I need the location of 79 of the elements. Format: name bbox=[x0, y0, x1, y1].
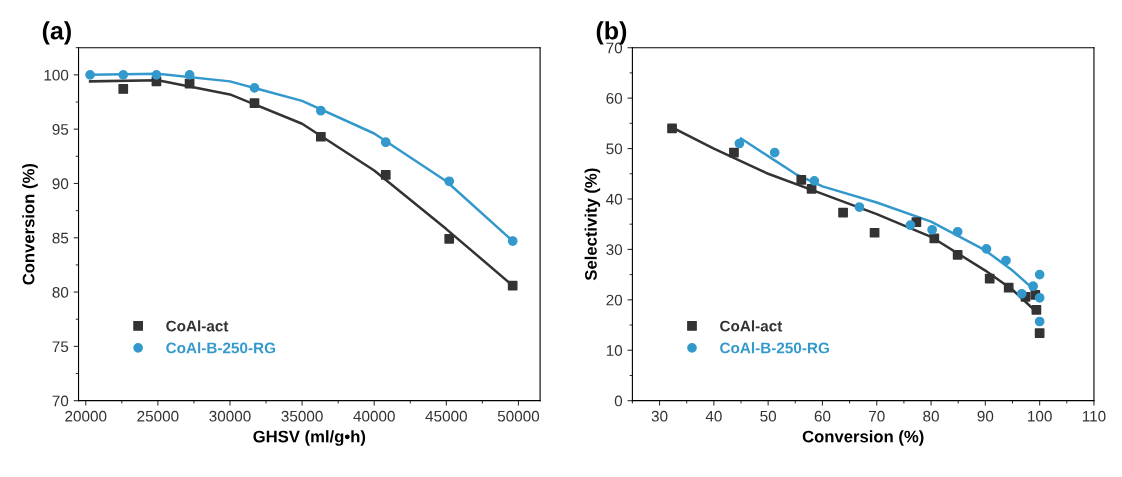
point bbox=[729, 147, 739, 158]
y-tick-label: 40 bbox=[606, 193, 623, 205]
point bbox=[667, 123, 677, 134]
point bbox=[809, 175, 820, 186]
point bbox=[1031, 305, 1042, 315]
x-axis-title: GHSV (ml/g•h) bbox=[253, 430, 366, 446]
x-tick-label: 110 bbox=[1082, 410, 1106, 422]
y-tick-label: 50 bbox=[606, 143, 623, 155]
y-tick-label: 85 bbox=[52, 232, 69, 244]
y-axis-title: Selectivity (%) bbox=[584, 168, 601, 281]
point bbox=[444, 176, 455, 187]
point bbox=[927, 224, 937, 235]
y-tick-label: 30 bbox=[606, 244, 623, 256]
x-tick-label: 50 bbox=[760, 410, 777, 422]
point bbox=[118, 69, 129, 80]
point bbox=[1028, 281, 1038, 292]
y-tick-label: 95 bbox=[52, 124, 69, 135]
chart-title: (a) bbox=[42, 21, 71, 45]
x-tick-label: 40000 bbox=[353, 410, 395, 422]
y-tick-label: 70 bbox=[52, 395, 69, 407]
x-tick-label: 30000 bbox=[209, 410, 251, 422]
x-tick-label: 100 bbox=[1028, 410, 1052, 422]
y-tick-label: 10 bbox=[606, 345, 623, 356]
point bbox=[984, 273, 995, 284]
point bbox=[869, 227, 880, 238]
x-tick-label: 35000 bbox=[281, 410, 323, 422]
point bbox=[981, 244, 992, 254]
legend-label: CoAl-B-250-RG bbox=[166, 342, 276, 354]
point bbox=[905, 220, 916, 231]
x-tick-label: 30 bbox=[651, 410, 668, 422]
legend-label: CoAl-act bbox=[720, 320, 783, 332]
x-tick-label: 40 bbox=[705, 410, 722, 422]
x-tick-label: 20000 bbox=[65, 410, 107, 422]
x-tick-label: 50000 bbox=[497, 410, 540, 422]
point bbox=[507, 280, 518, 291]
point bbox=[796, 174, 807, 185]
point bbox=[734, 138, 745, 149]
y-tick-label: 60 bbox=[606, 92, 623, 104]
point bbox=[380, 169, 391, 180]
point bbox=[769, 147, 780, 158]
point bbox=[184, 69, 195, 80]
x-axis-title: Conversion (%) bbox=[802, 430, 924, 446]
y-tick-label: 0 bbox=[614, 395, 623, 407]
point bbox=[854, 202, 865, 212]
point bbox=[1034, 316, 1045, 327]
x-tick-label: 80 bbox=[923, 410, 939, 422]
y-tick-label: 75 bbox=[52, 341, 69, 353]
point bbox=[380, 137, 391, 148]
legend-label: CoAl-B-250-RG bbox=[720, 342, 829, 354]
point bbox=[315, 105, 326, 116]
point bbox=[1034, 269, 1045, 280]
point bbox=[838, 207, 848, 218]
y-tick-label: 100 bbox=[44, 69, 69, 81]
point bbox=[315, 131, 326, 142]
x-tick-label: 90 bbox=[977, 410, 994, 422]
point bbox=[249, 83, 260, 93]
point bbox=[444, 233, 455, 244]
x-tick-label: 60 bbox=[814, 410, 831, 422]
point bbox=[1016, 288, 1027, 299]
point bbox=[151, 69, 162, 80]
y-tick-label: 20 bbox=[606, 294, 623, 306]
point bbox=[952, 250, 963, 260]
legend-label: CoAl-act bbox=[166, 320, 229, 332]
point bbox=[952, 226, 963, 237]
point bbox=[507, 236, 518, 246]
y-tick-label: 80 bbox=[52, 286, 69, 298]
point bbox=[1034, 328, 1045, 338]
point bbox=[85, 69, 95, 80]
x-tick-label: 25000 bbox=[137, 410, 179, 422]
y-tick-label: 90 bbox=[52, 178, 69, 190]
point bbox=[929, 233, 940, 244]
point bbox=[1001, 255, 1011, 266]
y-axis-title: Conversion (%) bbox=[22, 163, 38, 285]
point bbox=[249, 98, 260, 108]
point bbox=[118, 84, 129, 94]
x-tick-label: 45000 bbox=[425, 410, 467, 422]
x-tick-label: 70 bbox=[869, 410, 885, 422]
point bbox=[1034, 292, 1045, 303]
point bbox=[1003, 282, 1014, 293]
